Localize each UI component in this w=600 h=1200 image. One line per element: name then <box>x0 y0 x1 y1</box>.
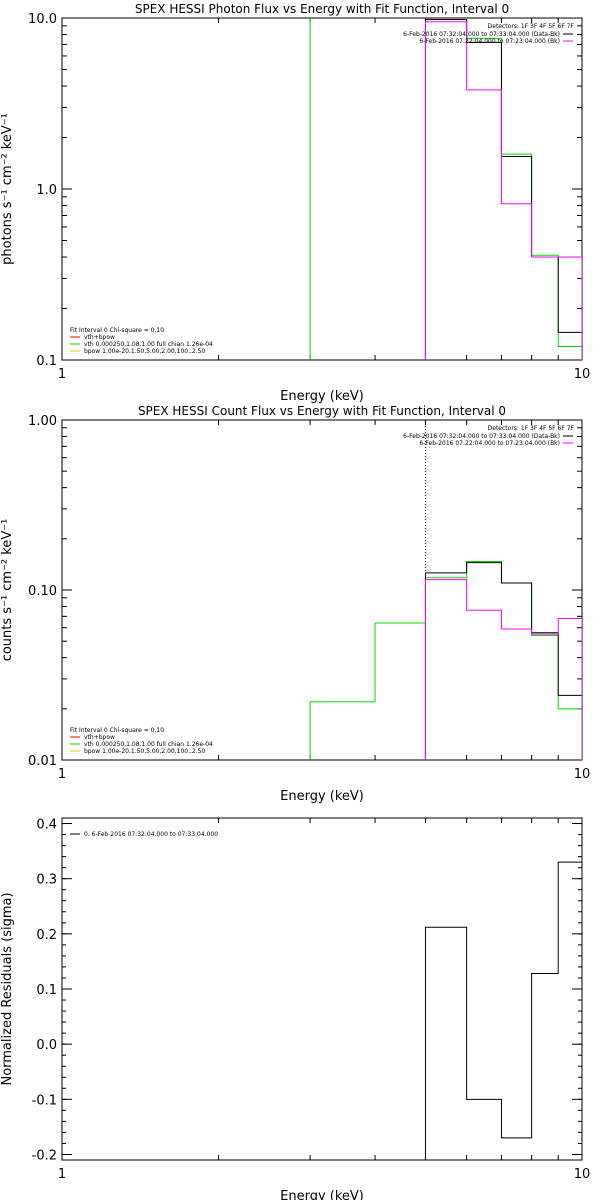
y-axis-label: photons s⁻¹ cm⁻² keV⁻¹ <box>0 113 15 265</box>
legend-top-label: 6-Feb-2016 07:22:04.000 to 07:23:04.000 … <box>419 38 560 45</box>
plot-frame <box>61 17 583 361</box>
fit-legend-label: bpow 1.00e-20,1.50,5.00,2.00,100.,2.50 <box>84 348 205 355</box>
panel-1: 1 10 0.1 1.0 10.0 SPEX HESSI Photon Flux vs E… <box>0 2 591 404</box>
series-data <box>424 19 582 360</box>
fit-legend-label: vth+bpow <box>84 334 115 341</box>
y-tick-label: 0.4 <box>36 818 57 833</box>
series-data <box>424 562 582 760</box>
x-tick-label: 1 <box>58 367 66 382</box>
panel-3: 1 10 -0.2 -0.1 0.0 0.1 0.2 0.3 0.4 Energy (keV) No… <box>0 817 591 1200</box>
fit-legend-label: vth 0.000250,1.08,1.00 full chian 1.26e-… <box>84 741 213 748</box>
series-background <box>424 579 582 760</box>
panel-title: SPEX HESSI Photon Flux vs Energy with Fi… <box>135 2 509 16</box>
fit-legend-label: Fit Interval 0 Chi-square = 0.10 <box>70 327 164 334</box>
x-axis-label: Energy (keV) <box>280 389 364 404</box>
y-axis-label: counts s⁻¹ cm⁻² keV⁻¹ <box>0 519 15 662</box>
plot-area <box>309 561 582 760</box>
plot-area <box>309 18 582 360</box>
series-residuals <box>424 861 582 1160</box>
y-tick-label: -0.2 <box>32 1148 57 1163</box>
panel-title: SPEX HESSI Count Flux vs Energy with Fit… <box>138 404 506 418</box>
x-tick-label: 1 <box>58 1167 66 1182</box>
x-axis-label: Energy (keV) <box>280 789 364 804</box>
plot-frame <box>61 419 583 761</box>
fit-legend-label: 0. 6-Feb-2016 07:32:04.000 to 07:33:04.0… <box>84 831 218 838</box>
series-background <box>424 21 582 360</box>
y-tick-label: 0.10 <box>28 584 57 599</box>
y-tick-label: 0.3 <box>36 873 57 888</box>
y-tick-label: 10.0 <box>28 12 57 27</box>
y-tick-label: 0.1 <box>36 983 57 998</box>
legend-top-label: 6-Feb-2016 07:32:04.000 to 07:33:04.000 … <box>403 31 560 38</box>
detectors-label: Detectors: 1F 3F 4F 5F 6F 7F <box>488 425 575 432</box>
x-axis-label: Energy (keV) <box>280 1189 364 1200</box>
legend-top-label: 6-Feb-2016 07:22:04.000 to 07:23:04.000 … <box>419 440 560 447</box>
y-tick-label: 0.1 <box>36 354 57 369</box>
fit-legend-label: vth+bpow <box>84 734 115 741</box>
x-tick-label: 1 <box>58 767 66 782</box>
y-tick-label: 0.0 <box>36 1038 57 1053</box>
plot-area <box>424 861 582 1160</box>
y-axis-label: Normalized Residuals (sigma) <box>0 892 15 1085</box>
y-tick-label: 1.0 <box>36 183 57 198</box>
x-tick-label: 10 <box>574 1167 591 1182</box>
fit-legend-label: bpow 1.00e-20,1.50,5.00,2.00,100.,2.50 <box>84 748 205 755</box>
series-model <box>309 561 582 760</box>
y-tick-label: 0.2 <box>36 928 57 943</box>
fit-legend-label: vth 0.000250,1.08,1.00 full chian 1.26e-… <box>84 341 213 348</box>
y-tick-label: -0.1 <box>32 1093 57 1108</box>
legend-top-label: 6-Feb-2016 07:32:04.000 to 07:33:04.000 … <box>403 433 560 440</box>
panel-2: 1 10 0.01 0.10 1.00 SPEX HESSI Count Flux vs … <box>0 404 590 804</box>
plot-frame <box>61 817 583 1161</box>
y-tick-label: 1.00 <box>28 414 57 429</box>
y-tick-label: 0.01 <box>28 754 57 769</box>
x-tick-label: 10 <box>574 767 591 782</box>
fit-legend-label: Fit Interval 0 Chi-square = 0.10 <box>70 727 164 734</box>
detectors-label: Detectors: 1F 3F 4F 5F 6F 7F <box>488 23 575 30</box>
x-tick-label: 10 <box>574 367 591 382</box>
series-model <box>309 18 582 360</box>
